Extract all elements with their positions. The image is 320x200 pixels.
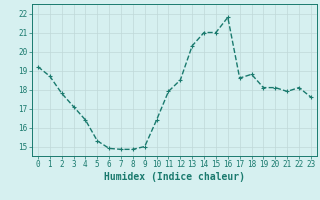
X-axis label: Humidex (Indice chaleur): Humidex (Indice chaleur) bbox=[104, 172, 245, 182]
